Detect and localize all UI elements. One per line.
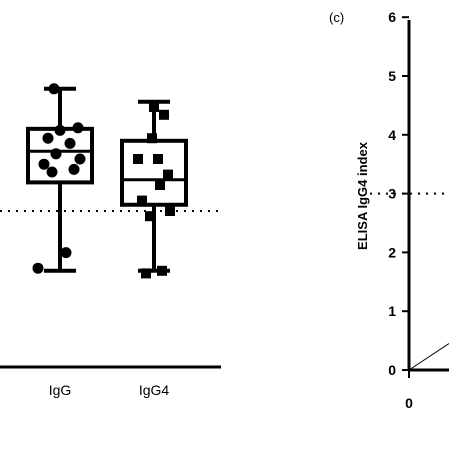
data-point-igg-6: [50, 148, 62, 160]
data-point-igg4-0: [141, 268, 151, 279]
data-point-igg-0: [32, 262, 44, 274]
x-tick-label-0: 0: [405, 395, 413, 411]
data-point-igg4-5: [155, 180, 165, 190]
data-point-igg4-3: [165, 206, 175, 216]
data-point-igg4-7: [133, 154, 143, 164]
box-igg4: [120, 138, 188, 207]
data-point-igg-10: [72, 122, 84, 134]
y-axis-title: ELISA IgG4 index: [355, 141, 370, 250]
data-point-igg4-10: [159, 109, 169, 120]
category-label-igg: IgG: [49, 382, 72, 398]
data-point-igg4-2: [145, 211, 155, 222]
data-point-igg-3: [68, 163, 80, 175]
data-point-igg-5: [74, 153, 86, 165]
data-point-igg-9: [54, 124, 66, 136]
series-line-0: [408, 343, 449, 371]
y-tick-label-0: 0: [388, 362, 396, 378]
y-tick-label-6: 6: [388, 9, 396, 25]
data-point-igg4-6: [163, 169, 173, 180]
data-point-igg-1: [60, 247, 72, 259]
data-point-igg4-4: [137, 195, 147, 206]
data-point-igg4-9: [147, 133, 157, 144]
data-point-igg4-11: [149, 102, 159, 112]
data-point-igg-7: [64, 137, 76, 149]
data-point-igg-4: [38, 158, 50, 170]
y-tick-label-2: 2: [388, 244, 396, 260]
panel-label: (c): [329, 10, 344, 25]
data-point-igg4-8: [153, 154, 163, 164]
y-tick-label-1: 1: [388, 303, 396, 319]
y-tick-label-3: 3: [388, 186, 396, 202]
data-point-igg-8: [42, 132, 54, 144]
boxplot-panel: IgG IgG4: [0, 83, 221, 398]
category-label-igg4: IgG4: [139, 382, 170, 398]
line-chart-panel: (c) ELISA IgG4 index 0 1 2 3 4 5 6 0: [329, 9, 449, 411]
data-point-igg-11: [48, 83, 60, 95]
y-tick-label-4: 4: [388, 127, 396, 143]
data-point-igg-2: [46, 166, 58, 178]
data-point-igg4-1: [157, 265, 167, 276]
y-tick-label-5: 5: [388, 68, 396, 84]
